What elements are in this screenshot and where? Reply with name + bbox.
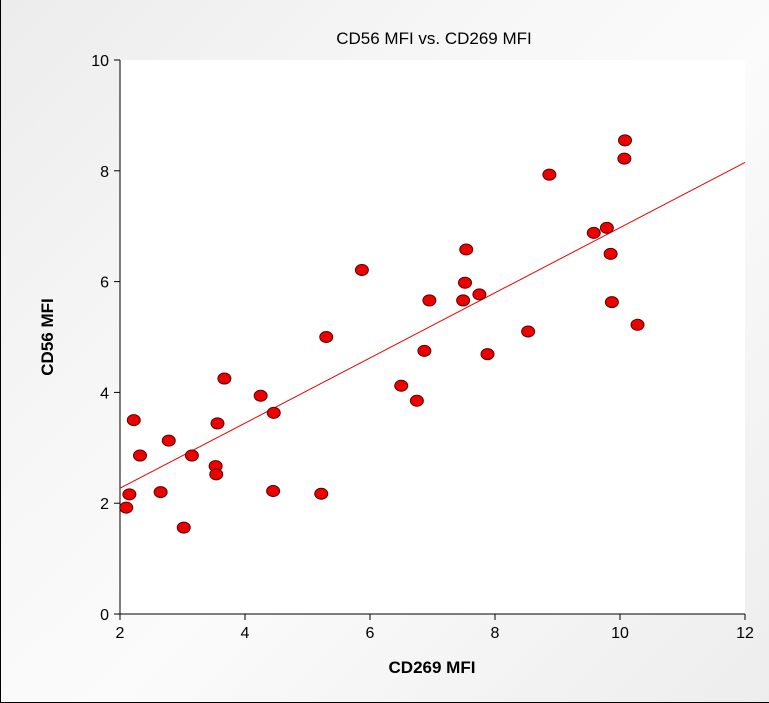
- data-point: [354, 263, 369, 276]
- data-point: [217, 372, 232, 385]
- data-point: [122, 488, 137, 501]
- data-point: [603, 247, 618, 260]
- data-point: [521, 325, 536, 338]
- y-tick-label: 0: [100, 607, 109, 624]
- x-tick-label: 2: [116, 625, 125, 642]
- data-point: [209, 468, 224, 481]
- data-point: [184, 449, 199, 462]
- data-point: [618, 134, 632, 147]
- data-point: [314, 487, 329, 500]
- data-point: [210, 417, 225, 430]
- data-point: [266, 485, 281, 498]
- plot-area: [120, 60, 745, 614]
- y-tick-label: 8: [100, 164, 109, 181]
- data-point: [161, 434, 176, 447]
- y-axis-label: CD56 MFI: [38, 298, 57, 375]
- data-point: [480, 348, 495, 361]
- x-tick-label: 10: [611, 625, 629, 642]
- chart-title: CD56 MFI vs. CD269 MFI: [336, 29, 532, 48]
- y-tick-label: 4: [100, 385, 109, 402]
- data-point: [119, 501, 134, 514]
- data-points: [119, 134, 645, 534]
- data-point: [417, 344, 432, 357]
- data-point: [458, 276, 472, 289]
- data-point: [409, 394, 424, 407]
- data-point: [542, 168, 557, 181]
- data-point: [153, 486, 168, 499]
- data-point: [604, 296, 619, 309]
- y-tick-label: 2: [100, 496, 109, 513]
- trendline-group: [119, 162, 746, 489]
- x-tick-label: 6: [366, 625, 375, 642]
- data-point: [133, 449, 147, 462]
- y-tick-label: 6: [100, 275, 109, 292]
- data-point: [394, 379, 409, 392]
- data-point: [459, 243, 474, 256]
- x-axis-label: CD269 MFI: [389, 658, 476, 677]
- trendline: [119, 162, 746, 489]
- data-point: [456, 294, 471, 307]
- x-tick-label: 4: [241, 625, 250, 642]
- data-point: [472, 288, 487, 301]
- data-point: [422, 294, 437, 307]
- data-point: [253, 389, 268, 402]
- data-point: [126, 414, 141, 427]
- data-point: [176, 521, 191, 534]
- data-point: [617, 152, 632, 165]
- x-tick-label: 12: [736, 625, 754, 642]
- data-point: [630, 318, 645, 331]
- data-point: [586, 226, 601, 239]
- data-point: [599, 221, 614, 234]
- data-point: [266, 406, 281, 419]
- data-point: [319, 331, 334, 343]
- x-tick-label: 8: [491, 625, 500, 642]
- y-tick-label: 10: [91, 53, 109, 70]
